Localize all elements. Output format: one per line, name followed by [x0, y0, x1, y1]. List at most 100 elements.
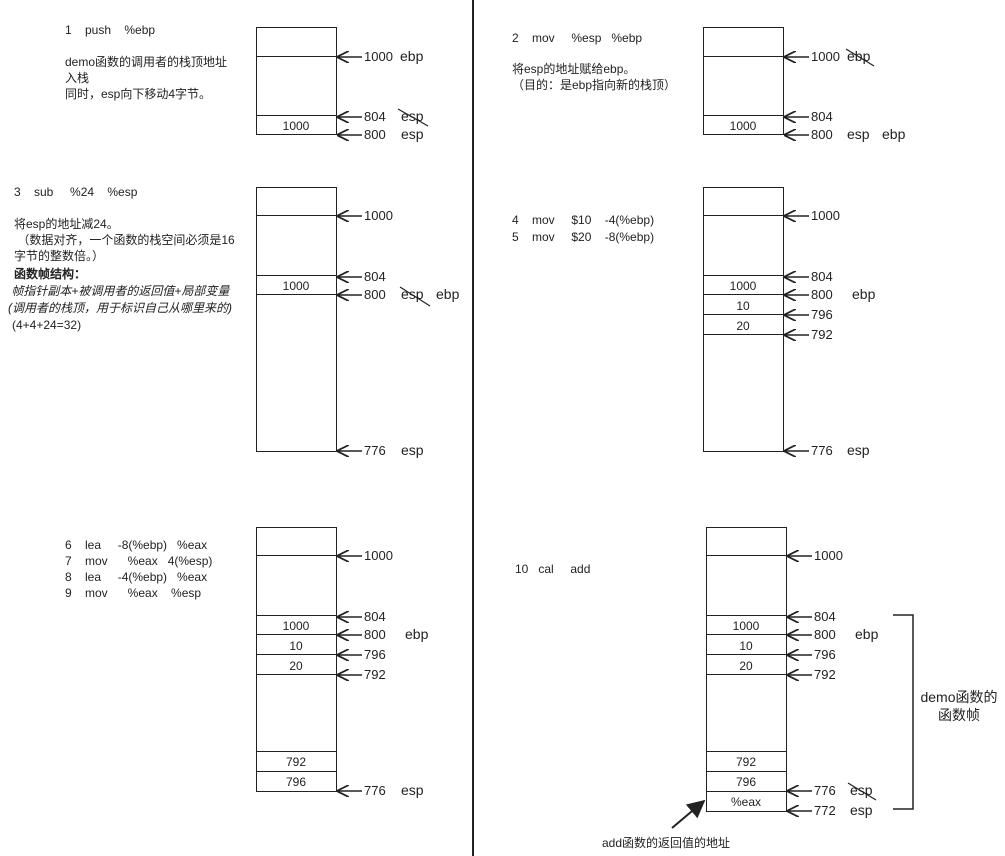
stack-divider [256, 654, 337, 655]
strike-esp [847, 782, 877, 801]
frame-structure-line: 帧指针副本+被调用者的返回值+局部变量 [8, 284, 230, 298]
stack-cell-value: 1000 [282, 279, 310, 293]
stack-cell-value: 20 [736, 319, 750, 333]
address-label: 796 [811, 307, 833, 322]
description-line: 将esp的地址赋给ebp。 [512, 62, 636, 76]
stack-divider [256, 275, 337, 276]
address-label: 804 [811, 269, 833, 284]
address-label: 804 [364, 109, 386, 124]
address-label: 804 [814, 609, 836, 624]
register-label-esp: esp [850, 802, 873, 818]
frame-bracket [893, 614, 914, 810]
address-label: 792 [364, 667, 386, 682]
register-label-ebp: ebp [400, 48, 424, 64]
address-label: 792 [811, 327, 833, 342]
stack-divider [706, 674, 787, 675]
description-line: demo函数的调用者的栈顶地址 [65, 55, 228, 69]
address-label: 1000 [814, 548, 843, 563]
address-label: 1000 [364, 548, 393, 563]
description-line: （目的：是ebp指向新的栈顶） [512, 78, 677, 92]
stack-divider [256, 615, 337, 616]
register-label-esp: esp [401, 782, 424, 798]
stack-divider [703, 314, 784, 315]
register-label-esp: esp [847, 126, 870, 142]
register-label-esp: esp [401, 126, 424, 142]
description-line: 入栈 [65, 71, 90, 85]
stack-divider [706, 634, 787, 635]
panel3-arrows [338, 216, 431, 451]
stack-divider [706, 771, 787, 772]
instruction-text: 8 lea -4(%ebp) %eax [65, 570, 208, 584]
register-label-ebp: ebp [855, 626, 879, 642]
stack-cell-value: 796 [285, 775, 307, 789]
stack-cell-value: 10 [289, 639, 303, 653]
return-pointer-arrow [671, 799, 706, 829]
stack-cell-value: 1000 [282, 119, 310, 133]
register-label-esp: esp [847, 442, 870, 458]
address-label: 800 [364, 127, 386, 142]
description-line: 字节的整数倍。） [14, 249, 105, 263]
instruction-text: 2 mov %esp %ebp [512, 31, 643, 45]
stack-divider [256, 751, 337, 752]
register-label-esp-old: esp [401, 108, 424, 124]
address-label: 800 [364, 287, 386, 302]
stack-divider [256, 56, 337, 57]
strike-esp [399, 286, 431, 307]
address-label: 804 [364, 609, 386, 624]
instruction-text: 3 sub %24 %esp [14, 185, 138, 199]
address-label: 1000 [364, 49, 393, 64]
strike-esp [397, 108, 429, 127]
stack-cell-value: 1000 [729, 279, 757, 293]
address-label: 776 [814, 783, 836, 798]
description-line: 同时，esp向下移动4字节。 [65, 87, 212, 101]
stack-frame [703, 187, 784, 452]
stack-cell-value: 1000 [282, 619, 310, 633]
stack-cell-value: 10 [739, 639, 753, 653]
stack-divider [703, 294, 784, 295]
stack-cell-value: 796 [735, 775, 757, 789]
stack-divider [706, 555, 787, 556]
stack-divider [256, 555, 337, 556]
stack-cell-value: 792 [285, 755, 307, 769]
register-label-ebp-old: ebp [847, 48, 871, 64]
stack-divider [256, 294, 337, 295]
instruction-text: 1 push %ebp [65, 23, 156, 37]
address-label: 800 [811, 127, 833, 142]
panel1-arrows [338, 57, 429, 135]
strike-ebp [845, 48, 875, 67]
stack-divider [256, 115, 337, 116]
panel5-arrows [338, 556, 362, 791]
stack-cell-value: 20 [739, 659, 753, 673]
register-label-ebp: ebp [436, 286, 460, 302]
address-label: 776 [364, 443, 386, 458]
stack-divider [703, 334, 784, 335]
stack-cell-value: %eax [730, 795, 762, 809]
address-label: 776 [364, 783, 386, 798]
instruction-text: 6 lea -8(%ebp) %eax [65, 538, 208, 552]
address-label: 800 [814, 627, 836, 642]
return-value-address-label: add函数的返回值的地址 [602, 836, 731, 850]
address-label: 800 [364, 627, 386, 642]
address-label: 772 [814, 803, 836, 818]
register-label-ebp: ebp [882, 126, 906, 142]
panel2-arrows [785, 48, 875, 135]
stack-divider [706, 791, 787, 792]
address-label: 1000 [364, 208, 393, 223]
stack-divider [703, 215, 784, 216]
stack-frame [256, 27, 337, 135]
panel6-arrows [671, 556, 914, 829]
address-label: 796 [364, 647, 386, 662]
stack-divider [256, 674, 337, 675]
register-label-esp: esp [401, 442, 424, 458]
instruction-text: 5 mov $20 -8(%ebp) [512, 230, 655, 244]
address-label: 804 [364, 269, 386, 284]
stack-frame [706, 527, 787, 812]
instruction-text: 4 mov $10 -4(%ebp) [512, 213, 655, 227]
frame-structure-line: (调用者的栈顶，用于标识自己从哪里来的) [8, 301, 232, 315]
frame-structure-title: 函数帧结构： [14, 267, 87, 281]
frame-structure-line: (4+4+24=32) [12, 318, 82, 332]
stack-frame [256, 187, 337, 452]
stack-divider [256, 634, 337, 635]
description-line: 将esp的地址减24。 [14, 217, 119, 231]
instruction-text: 9 mov %eax %esp [65, 586, 202, 600]
